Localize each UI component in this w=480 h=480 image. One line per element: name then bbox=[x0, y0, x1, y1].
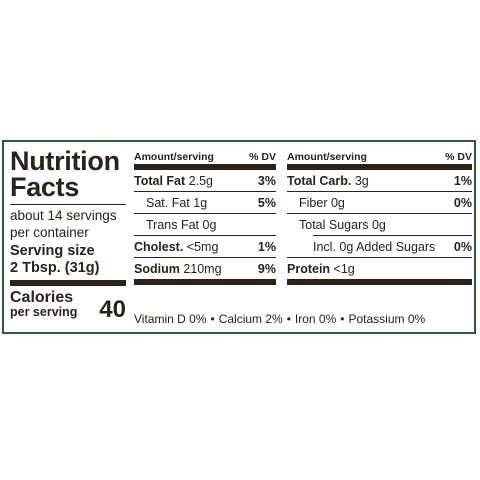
nutrient-row-trans-fat: Trans Fat 0g bbox=[134, 214, 276, 235]
calories-label: Calories bbox=[10, 289, 74, 306]
nutrient-column-1: Amount/serving % DV Total Fat 2.5g 3% Sa… bbox=[134, 150, 276, 285]
thick-divider bbox=[287, 279, 472, 285]
calories-block: Calories per serving 40 bbox=[10, 290, 126, 326]
nutrient-row-total-fat: Total Fat 2.5g 3% bbox=[134, 170, 276, 191]
nutrient-amount: 0g bbox=[371, 218, 386, 232]
label-title: Nutrition Facts bbox=[10, 146, 126, 202]
nutrient-name: Total Fat bbox=[134, 174, 186, 188]
nutrient-amount: 1g bbox=[193, 196, 208, 210]
serving-size: Serving size 2 Tbsp. (31g) bbox=[10, 243, 126, 277]
potassium: Potassium 0% bbox=[348, 312, 426, 326]
vitamins-minerals: Vitamin D 0% • Calcium 2% • Iron 0% • Potassiu… bbox=[134, 312, 472, 326]
header-dv: % DV bbox=[249, 151, 276, 163]
divider bbox=[287, 257, 472, 258]
divider bbox=[134, 213, 276, 214]
title-line-1: Nutrition bbox=[10, 146, 120, 176]
thick-divider bbox=[10, 280, 126, 286]
nutrient-name: Sodium bbox=[134, 262, 180, 276]
nutrient-row-fiber: Fiber 0g 0% bbox=[287, 192, 472, 213]
nutrient-row-sodium: Sodium 210mg 9% bbox=[134, 258, 276, 279]
nutrient-name: Total Sugars bbox=[299, 218, 369, 232]
nutrient-row-added-sugars: Incl. 0g Added Sugars 0% bbox=[287, 236, 472, 257]
divider bbox=[287, 213, 472, 214]
nutrient-row-protein: Protein <1g bbox=[287, 258, 472, 279]
serving-size-label: Serving size bbox=[10, 243, 95, 259]
nutrient-dv: 1% bbox=[257, 240, 276, 254]
nutrient-amount: <5mg bbox=[186, 240, 219, 254]
title-line-2: Facts bbox=[10, 172, 80, 202]
divider bbox=[134, 257, 276, 258]
servings-per-container: about 14 servings per container bbox=[10, 207, 126, 241]
nutrient-name: Incl. 0g Added Sugars bbox=[313, 240, 436, 254]
calories-value: 40 bbox=[99, 296, 126, 323]
nutrient-amount: 0g bbox=[202, 218, 217, 232]
nutrient-name: Fiber bbox=[299, 196, 328, 210]
nutrient-name: Total Carb. bbox=[287, 174, 352, 188]
header-dv: % DV bbox=[445, 151, 472, 163]
column-header: Amount/serving % DV bbox=[287, 150, 472, 164]
calcium: Calcium 2% bbox=[218, 312, 283, 326]
nutrient-row-cholesterol: Cholest. <5mg 1% bbox=[134, 236, 276, 257]
header-amount: Amount/serving bbox=[287, 151, 367, 163]
nutrient-row-total-sugars: Total Sugars 0g bbox=[287, 214, 472, 235]
nutrient-name: Cholest. bbox=[134, 240, 184, 254]
divider bbox=[313, 235, 472, 236]
nutrient-dv: 1% bbox=[453, 174, 472, 188]
divider bbox=[134, 191, 276, 192]
divider bbox=[134, 235, 276, 236]
servings-line-1: about 14 servings bbox=[10, 208, 117, 223]
separator: • bbox=[340, 312, 345, 326]
nutrient-row-total-carb: Total Carb. 3g 1% bbox=[287, 170, 472, 191]
divider bbox=[287, 191, 472, 192]
nutrient-amount: 3g bbox=[354, 174, 369, 188]
nutrient-dv: 9% bbox=[257, 262, 276, 276]
column-header: Amount/serving % DV bbox=[134, 150, 276, 164]
thick-divider bbox=[134, 279, 276, 285]
nutrient-column-2: Amount/serving % DV Total Carb. 3g 1% Fi… bbox=[287, 150, 472, 285]
nutrient-name: Sat. Fat bbox=[146, 196, 190, 210]
header-amount: Amount/serving bbox=[134, 151, 214, 163]
nutrient-dv: 0% bbox=[453, 196, 472, 210]
separator: • bbox=[286, 312, 291, 326]
separator: • bbox=[210, 312, 215, 326]
servings-line-2: per container bbox=[10, 225, 89, 240]
nutrient-amount: 2.5g bbox=[188, 174, 213, 188]
calories-subtitle: per serving bbox=[10, 305, 78, 319]
thick-divider bbox=[134, 164, 276, 170]
nutrition-facts-label: Nutrition Facts about 14 servings per co… bbox=[2, 140, 476, 334]
vitamin-d: Vitamin D 0% bbox=[134, 312, 207, 326]
label-left-panel: Nutrition Facts about 14 servings per co… bbox=[10, 146, 126, 326]
nutrient-amount: 210mg bbox=[183, 262, 222, 276]
nutrient-dv: 5% bbox=[257, 196, 276, 210]
iron: Iron 0% bbox=[294, 312, 337, 326]
divider bbox=[10, 204, 126, 205]
nutrient-name: Trans Fat bbox=[146, 218, 200, 232]
nutrient-amount: <1g bbox=[333, 262, 355, 276]
nutrient-row-sat-fat: Sat. Fat 1g 5% bbox=[134, 192, 276, 213]
nutrient-dv: 0% bbox=[453, 240, 472, 254]
thick-divider bbox=[287, 164, 472, 170]
nutrient-name: Protein bbox=[287, 262, 331, 276]
serving-size-value: 2 Tbsp. (31g) bbox=[10, 260, 100, 276]
nutrient-dv: 3% bbox=[257, 174, 276, 188]
nutrient-amount: 0g bbox=[330, 196, 345, 210]
